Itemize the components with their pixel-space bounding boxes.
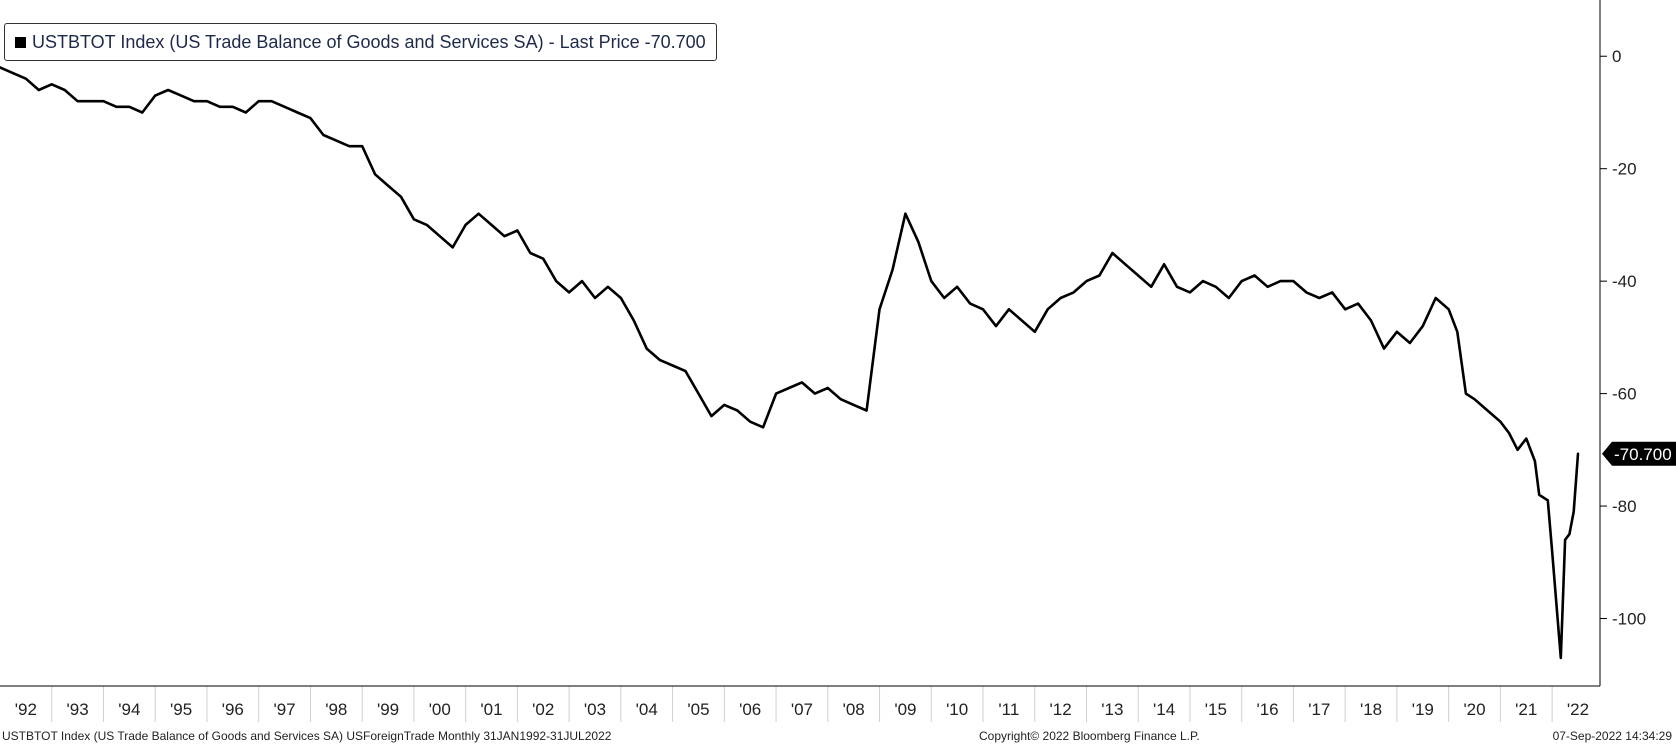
x-tick-label: '11 [998,700,1019,719]
x-tick-label: '19 [1412,700,1434,719]
x-tick-label: '10 [946,700,968,719]
y-tick-label: -80 [1612,497,1637,516]
x-tick-label: '01 [480,700,502,719]
plot-area-background [0,0,1600,686]
x-tick-label: '06 [739,700,761,719]
x-tick-label: '02 [532,700,554,719]
x-tick-label: '13 [1101,700,1123,719]
footer-source-info: USTBTOT Index (US Trade Balance of Goods… [2,729,612,743]
x-tick-label: '22 [1567,700,1589,719]
x-tick-label: '20 [1463,700,1485,719]
x-tick-label: '92 [15,700,37,719]
y-tick-label: -100 [1612,610,1646,629]
x-tick-label: '04 [636,700,658,719]
x-tick-label: '18 [1360,700,1382,719]
footer-copyright: Copyright© 2022 Bloomberg Finance L.P. [979,729,1200,743]
x-tick-label: '96 [222,700,244,719]
series-line-ustbtot [0,66,1580,660]
y-axis-ticks: 0 -20 -40 -60 -80 -100 [1600,47,1646,629]
x-tick-label: '99 [377,700,399,719]
x-tick-label: '09 [894,700,916,719]
x-tick-label: '17 [1308,700,1330,719]
x-tick-label: '05 [687,700,709,719]
x-tick-label: '98 [325,700,347,719]
last-value-label: -70.700 [1614,445,1672,464]
last-value-marker: -70.700 [1602,441,1676,466]
legend: USTBTOT Index (US Trade Balance of Goods… [4,23,717,61]
x-tick-label: '03 [584,700,606,719]
x-tick-label: '14 [1153,700,1175,719]
x-tick-label: '08 [843,700,865,719]
x-tick-label: '93 [67,700,89,719]
x-tick-label: '00 [429,700,451,719]
x-axis-ticks: '92 '93 '94 '95 '96 '97 '98 '99 '00 '01 '02 '03 '04 '… [15,700,1589,719]
y-tick-label: 0 [1612,47,1621,66]
legend-swatch [15,36,26,48]
legend-label: USTBTOT Index (US Trade Balance of Goods… [32,31,706,52]
footer-timestamp: 07-Sep-2022 14:34:29 [1552,729,1672,743]
x-tick-label: '15 [1205,700,1227,719]
x-tick-label: '12 [1050,700,1072,719]
x-tick-label: '16 [1256,700,1278,719]
vertical-separators [51,686,1553,722]
x-tick-label: '07 [791,700,813,719]
y-tick-label: -60 [1612,385,1637,404]
x-tick-label: '97 [273,700,295,719]
x-tick-label: '94 [118,700,140,719]
last-value-tag [1602,441,1676,466]
x-tick-label: '95 [170,700,192,719]
y-tick-label: -40 [1612,272,1637,291]
y-tick-label: -20 [1612,160,1637,179]
x-tick-label: '21 [1515,700,1537,719]
